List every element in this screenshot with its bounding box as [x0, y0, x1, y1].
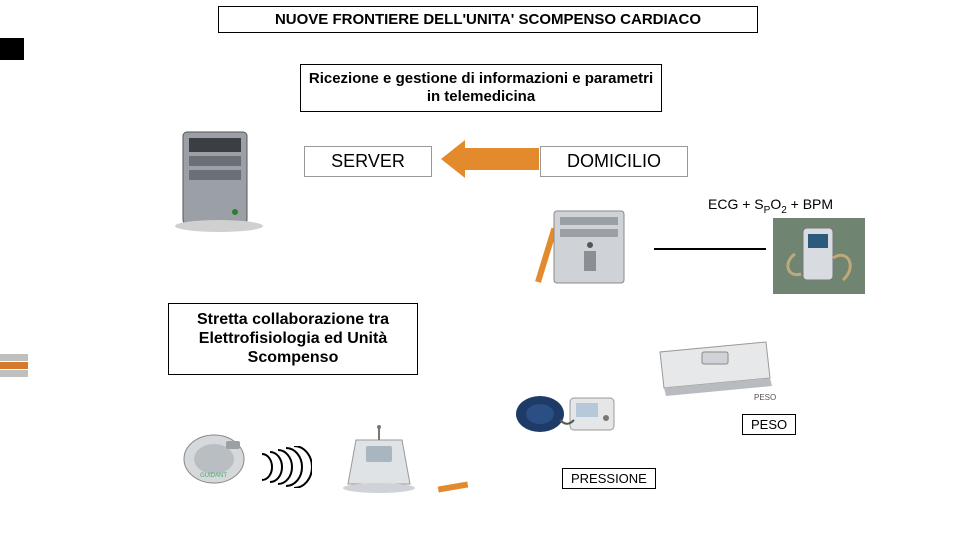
- subtitle-box: Ricezione e gestione di informazioni e p…: [300, 64, 662, 112]
- svg-text:GUIDANT: GUIDANT: [200, 473, 227, 479]
- ecg-spo2-bpm-label: ECG + SPO2 + BPM: [708, 196, 833, 216]
- server-tower-image: [163, 126, 283, 234]
- bloodpressure-image: [510, 370, 630, 446]
- left-edge-stripe-2: [0, 362, 28, 369]
- orange-tick: [438, 481, 469, 492]
- left-edge-stripe-3: [0, 370, 28, 377]
- arrow-domicilio-to-server: [441, 140, 539, 178]
- left-edge-black-block: [0, 38, 24, 60]
- pressione-label: PRESSIONE: [562, 468, 656, 489]
- home-pc-image: [530, 205, 648, 290]
- ecg-text-1: ECG + S: [708, 196, 764, 212]
- svg-text:PESO: PESO: [754, 393, 776, 402]
- scale-image: PESO: [650, 330, 784, 408]
- ecg-text-end: + BPM: [787, 196, 833, 212]
- pacemaker-image: GUIDANT: [176, 425, 256, 491]
- slide-left-edge: [0, 0, 26, 540]
- wireless-arcs-icon: [254, 446, 312, 488]
- left-edge-stripe-1: [0, 354, 28, 361]
- pulseoximeter-image: [773, 218, 865, 294]
- domicilio-label: DOMICILIO: [540, 146, 688, 177]
- peso-label: PESO: [742, 414, 796, 435]
- ecg-text-o: O: [770, 196, 781, 212]
- collaboration-text: Stretta collaborazione tra Elettrofisiol…: [168, 303, 418, 375]
- connector-pc-pulseox: [654, 248, 766, 250]
- gateway-device-image: [330, 424, 428, 498]
- server-label: SERVER: [304, 146, 432, 177]
- main-title: NUOVE FRONTIERE DELL'UNITA' SCOMPENSO CA…: [218, 6, 758, 33]
